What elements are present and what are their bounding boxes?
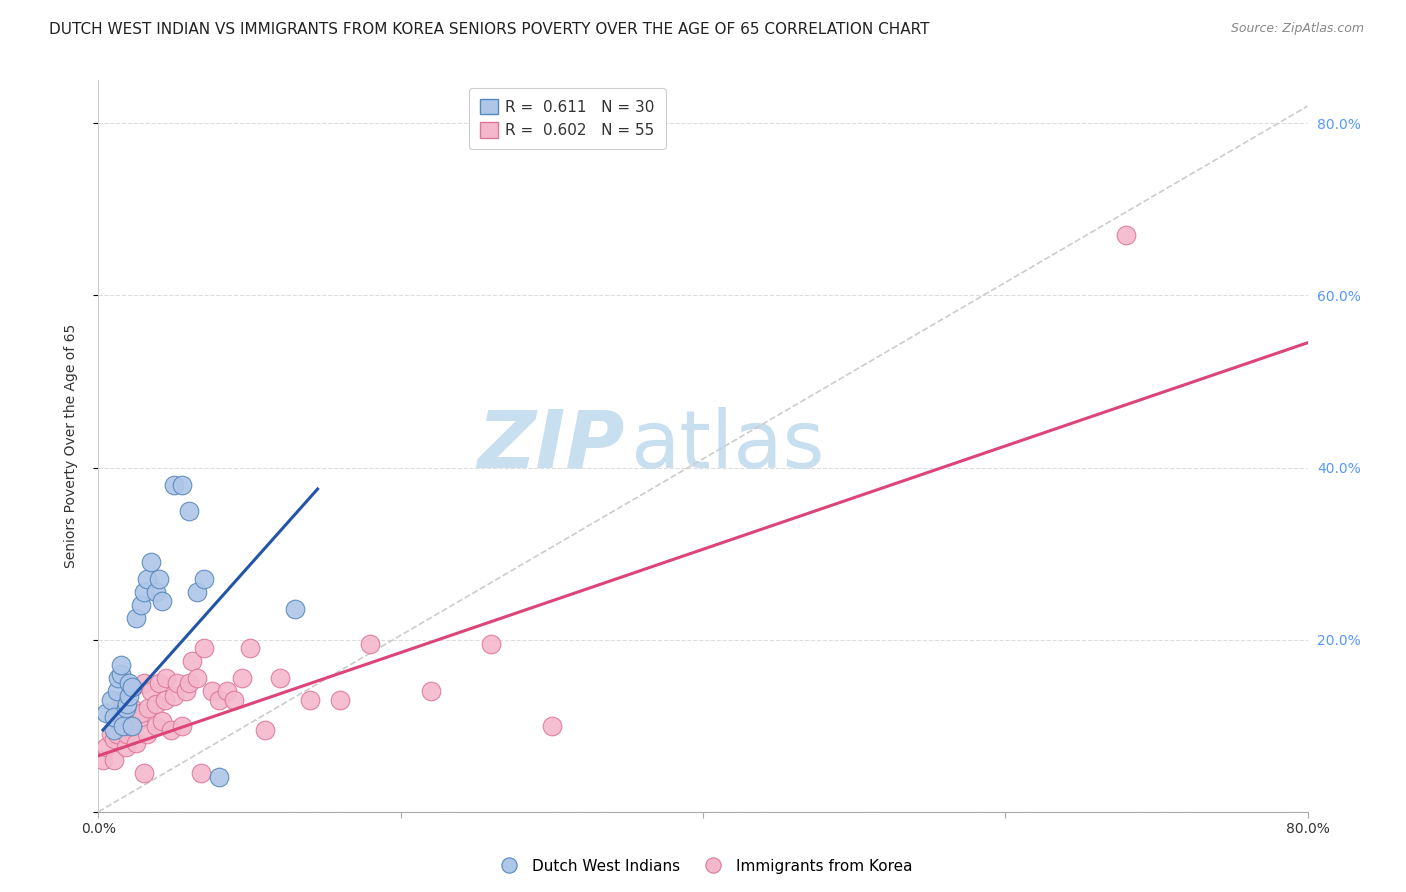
Point (129, 598, 152, 612)
Y-axis label: Seniors Poverty Over the Age of 65: Seniors Poverty Over the Age of 65 (63, 324, 77, 568)
Point (269, 671, 291, 685)
Point (103, 723, 125, 737)
Point (107, 671, 129, 685)
Point (127, 714, 149, 729)
Point (118, 706, 141, 720)
Point (107, 714, 129, 729)
Point (170, 719, 193, 733)
Point (125, 736, 148, 750)
Point (91, 753, 114, 767)
Point (224, 693, 246, 707)
Point (231, 671, 253, 685)
Point (105, 727, 128, 741)
Point (141, 684, 163, 698)
Point (239, 641, 262, 656)
Point (150, 714, 173, 729)
Point (181, 654, 204, 668)
Point (111, 693, 134, 707)
Text: Source: ZipAtlas.com: Source: ZipAtlas.com (1230, 22, 1364, 36)
Point (170, 477, 193, 491)
Point (115, 697, 138, 711)
Point (110, 658, 132, 673)
Text: DUTCH WEST INDIAN VS IMMIGRANTS FROM KOREA SENIORS POVERTY OVER THE AGE OF 65 CO: DUTCH WEST INDIAN VS IMMIGRANTS FROM KOR… (49, 22, 929, 37)
Point (114, 740, 136, 755)
Point (121, 701, 143, 715)
Point (208, 693, 231, 707)
Point (94, 706, 117, 720)
Point (145, 697, 167, 711)
Point (329, 693, 352, 707)
Point (118, 675, 141, 690)
Point (135, 727, 157, 741)
Point (122, 680, 145, 694)
Point (132, 585, 155, 599)
Point (110, 697, 132, 711)
Point (148, 675, 170, 690)
Point (118, 689, 141, 703)
Point (420, 684, 443, 698)
Point (100, 693, 122, 707)
Point (118, 719, 141, 733)
Point (145, 585, 167, 599)
Point (94, 740, 117, 755)
Point (129, 706, 152, 720)
Point (193, 573, 215, 587)
Point (186, 671, 208, 685)
Point (253, 723, 276, 737)
Point (360, 637, 382, 651)
Point (103, 753, 125, 767)
Point (110, 706, 132, 720)
Point (155, 671, 177, 685)
Point (299, 693, 322, 707)
Point (103, 731, 125, 746)
Point (150, 594, 173, 608)
Point (148, 573, 170, 587)
Point (179, 503, 201, 517)
Point (174, 684, 197, 698)
Point (110, 667, 132, 681)
Point (132, 675, 155, 690)
Point (135, 573, 157, 587)
Point (121, 719, 143, 733)
Point (100, 727, 122, 741)
Point (163, 477, 186, 491)
Point (111, 719, 134, 733)
Point (145, 719, 167, 733)
Legend: Dutch West Indians, Immigrants from Korea: Dutch West Indians, Immigrants from Kore… (488, 853, 918, 880)
Point (141, 555, 163, 569)
Point (1115, 228, 1137, 243)
Point (481, 637, 503, 651)
Point (132, 766, 155, 780)
Legend: R =  0.611   N = 30, R =  0.602   N = 55: R = 0.611 N = 30, R = 0.602 N = 55 (468, 88, 665, 149)
Point (103, 710, 125, 724)
Point (105, 684, 128, 698)
Point (163, 689, 186, 703)
Point (284, 602, 307, 616)
Point (215, 684, 238, 698)
Text: atlas: atlas (630, 407, 825, 485)
Point (208, 770, 231, 784)
Point (125, 611, 148, 625)
Point (179, 675, 201, 690)
Point (114, 701, 136, 715)
Point (193, 641, 215, 656)
Text: ZIP: ZIP (477, 407, 624, 485)
Point (166, 675, 188, 690)
Point (121, 680, 143, 694)
Point (160, 723, 183, 737)
Point (136, 701, 159, 715)
Point (201, 684, 224, 698)
Point (190, 766, 212, 780)
Point (186, 585, 208, 599)
Point (115, 727, 138, 741)
Point (153, 693, 176, 707)
Point (540, 719, 562, 733)
